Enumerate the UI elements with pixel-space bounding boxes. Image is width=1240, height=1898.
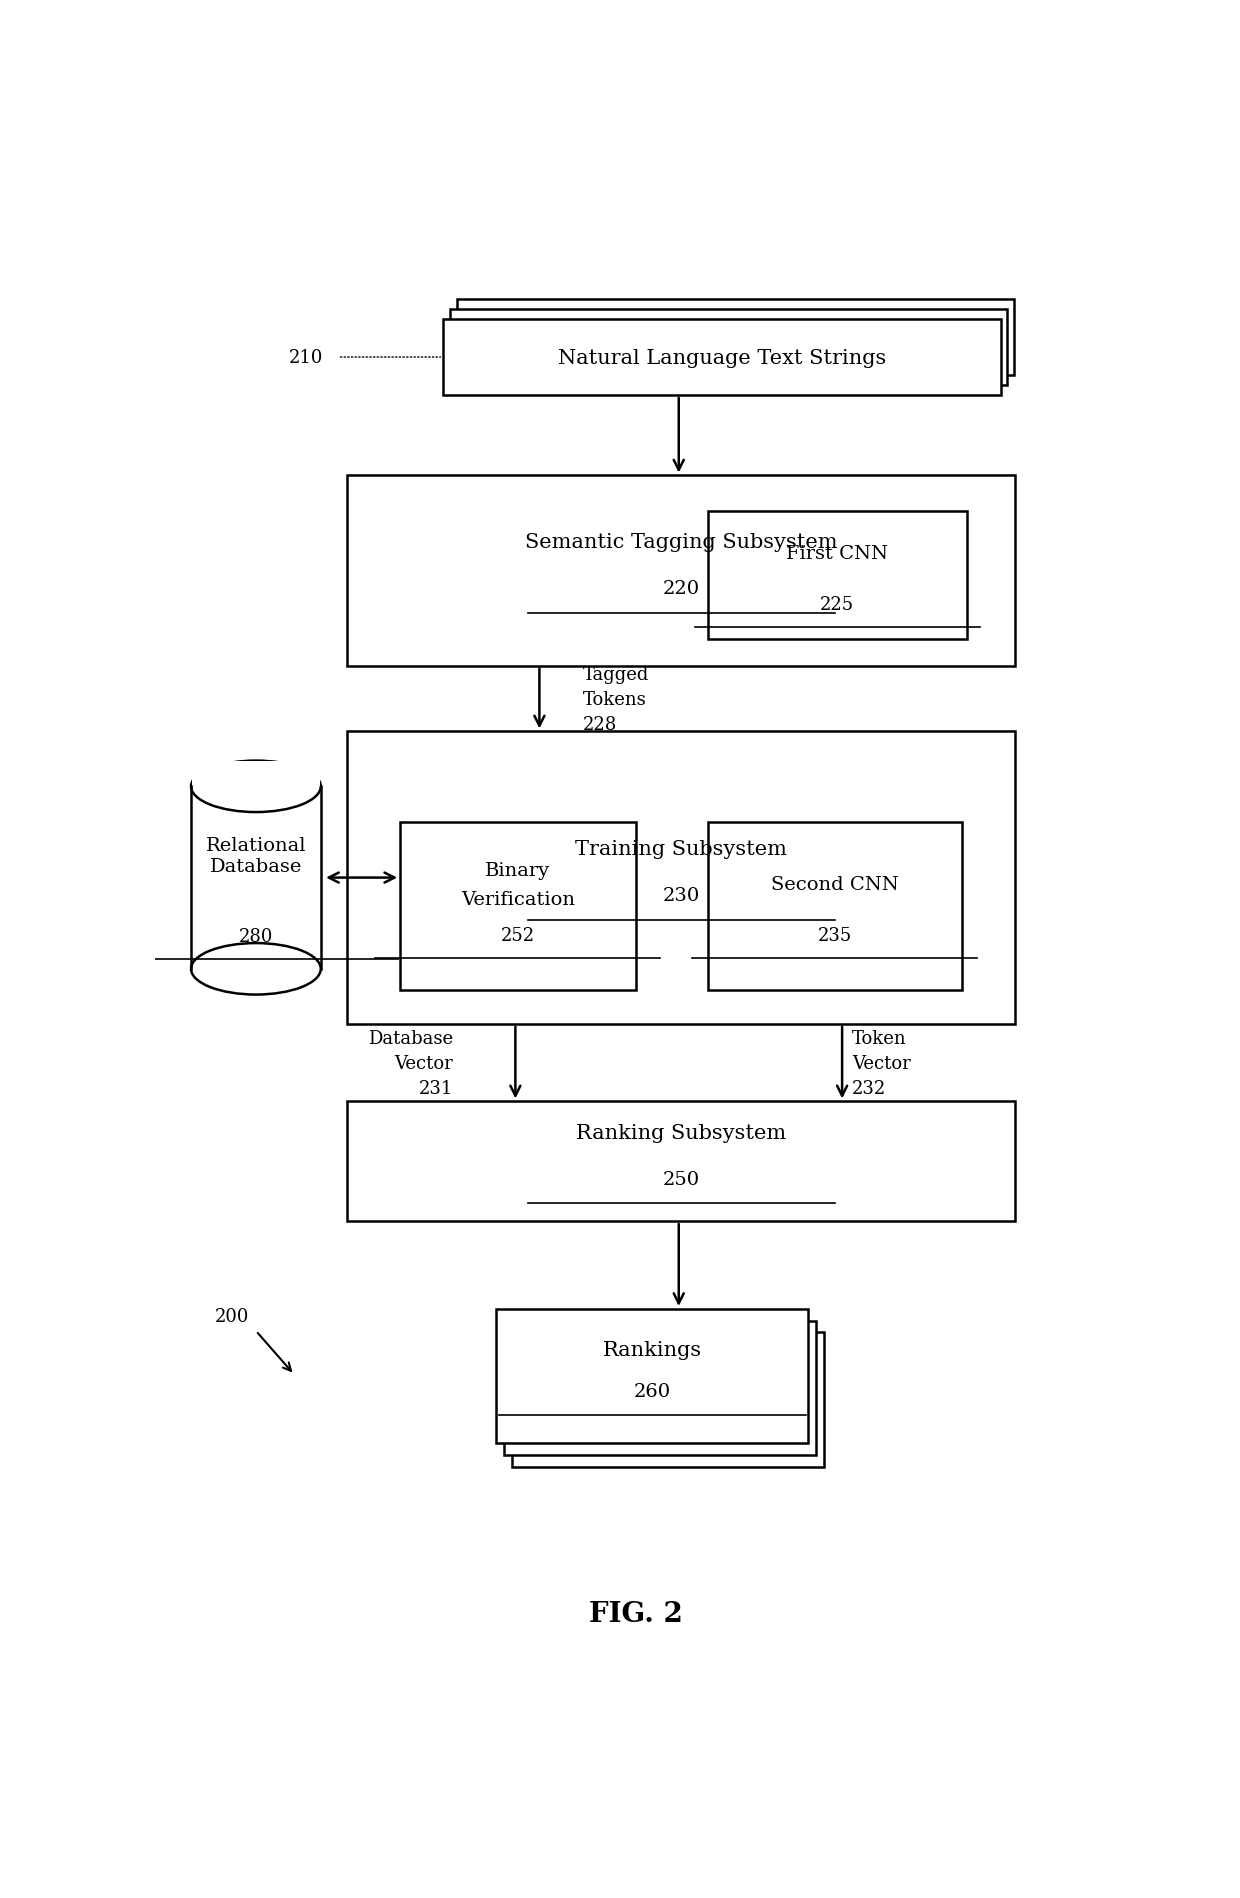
Text: 225: 225 xyxy=(820,596,854,613)
Text: Rankings: Rankings xyxy=(603,1340,702,1359)
Text: Binary: Binary xyxy=(485,862,551,879)
Text: 210: 210 xyxy=(289,349,324,366)
Text: First CNN: First CNN xyxy=(786,545,888,562)
Text: Verification: Verification xyxy=(461,890,575,909)
Bar xyxy=(512,1332,823,1467)
Text: FIG. 2: FIG. 2 xyxy=(589,1600,682,1627)
Text: Tagged
Tokens
228: Tagged Tokens 228 xyxy=(583,666,649,735)
Text: Natural Language Text Strings: Natural Language Text Strings xyxy=(558,349,887,368)
Bar xyxy=(347,1101,1016,1222)
Text: 250: 250 xyxy=(662,1171,699,1188)
Bar xyxy=(708,511,967,640)
Bar xyxy=(450,309,1007,385)
Text: Training Subsystem: Training Subsystem xyxy=(575,839,787,858)
Bar xyxy=(347,733,1016,1025)
Bar xyxy=(503,1321,816,1456)
Text: 260: 260 xyxy=(634,1382,671,1401)
Bar xyxy=(347,476,1016,666)
Bar xyxy=(456,300,1014,376)
Ellipse shape xyxy=(191,943,321,995)
Bar xyxy=(496,1310,808,1444)
Text: 220: 220 xyxy=(662,579,699,598)
Bar xyxy=(401,822,635,991)
Text: 230: 230 xyxy=(662,886,699,905)
Text: Database
Vector
231: Database Vector 231 xyxy=(368,1031,453,1097)
Bar xyxy=(444,321,1001,397)
Ellipse shape xyxy=(191,761,321,812)
Bar xyxy=(191,788,321,970)
Text: Second CNN: Second CNN xyxy=(771,875,899,894)
Text: 280: 280 xyxy=(239,928,273,945)
Text: 200: 200 xyxy=(215,1308,249,1325)
Text: Ranking Subsystem: Ranking Subsystem xyxy=(577,1124,786,1143)
Text: Token
Vector
232: Token Vector 232 xyxy=(852,1031,910,1097)
Text: Semantic Tagging Subsystem: Semantic Tagging Subsystem xyxy=(525,533,837,552)
Text: 252: 252 xyxy=(501,926,534,945)
Text: 235: 235 xyxy=(818,926,852,945)
Text: Relational
Database: Relational Database xyxy=(206,837,306,875)
Bar xyxy=(708,822,962,991)
Bar xyxy=(192,761,320,788)
